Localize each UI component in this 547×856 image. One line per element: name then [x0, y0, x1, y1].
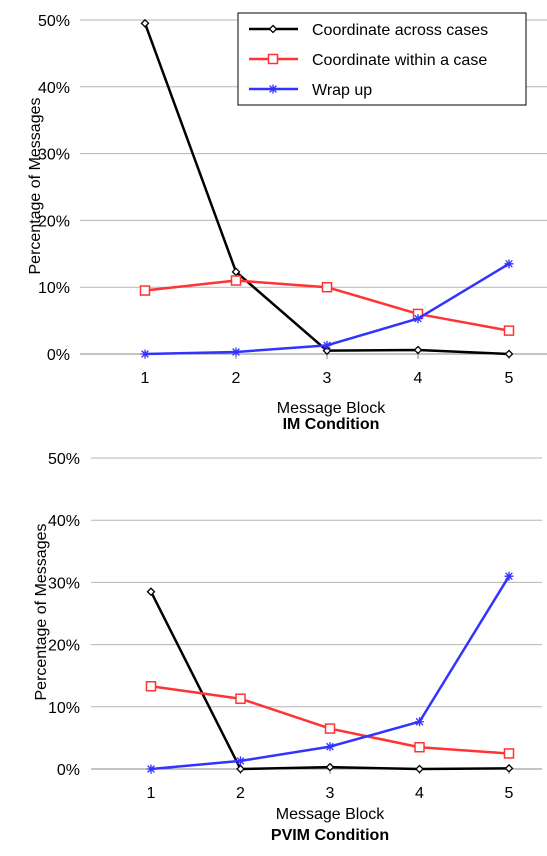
- y-tick-label: 30%: [38, 147, 70, 164]
- data-point: [235, 693, 246, 704]
- data-point: [236, 756, 245, 766]
- y-tick-label: 10%: [38, 280, 70, 297]
- series-wrap-up: [146, 571, 514, 774]
- y-tick-label: 0%: [47, 347, 70, 364]
- chart-im-condition: Percentage of Messages Message Block IM …: [27, 12, 547, 433]
- y-tick-label: 30%: [48, 575, 80, 592]
- data-point: [415, 717, 424, 727]
- data-point: [321, 281, 333, 293]
- y-tick-label: 50%: [38, 13, 70, 30]
- x-tick-label: 3: [323, 370, 332, 387]
- series-coordinate-across-cases: [140, 18, 514, 359]
- x-tick-label: 4: [414, 370, 423, 387]
- series-coordinate-within-a-case: [145, 681, 515, 759]
- data-point: [413, 314, 423, 324]
- data-point: [140, 349, 150, 359]
- legend-label: Wrap up: [312, 82, 372, 99]
- y-tick-label: 50%: [48, 451, 80, 468]
- x-tick-label: 5: [505, 785, 514, 802]
- data-point: [324, 723, 336, 734]
- data-point: [230, 275, 242, 286]
- legend-item: Coordinate within a case: [249, 52, 487, 69]
- data-point: [503, 325, 515, 336]
- legend-item: Wrap up: [249, 82, 372, 99]
- data-point: [322, 340, 332, 350]
- data-point: [504, 763, 514, 773]
- data-point: [504, 571, 514, 581]
- data-point: [236, 764, 245, 774]
- legend-item: Coordinate across cases: [249, 22, 488, 39]
- data-point: [145, 681, 157, 692]
- pvim-y-axis-title: Percentage of Messages: [33, 524, 50, 701]
- x-tick-label: 3: [326, 785, 335, 802]
- data-point: [231, 347, 241, 357]
- data-point: [415, 764, 424, 774]
- y-tick-label: 40%: [48, 513, 80, 530]
- data-point: [140, 18, 150, 28]
- data-point: [414, 741, 425, 753]
- im-x-axis-title: Message Block: [277, 400, 386, 417]
- data-point: [139, 285, 151, 296]
- im-condition-label: IM Condition: [283, 416, 380, 433]
- legend-label: Coordinate across cases: [312, 22, 488, 39]
- legend: Coordinate across cases Coordinate within…: [237, 12, 527, 106]
- data-point: [413, 345, 423, 355]
- y-tick-label: 40%: [38, 80, 70, 97]
- data-point: [325, 742, 335, 752]
- pvim-condition-label: PVIM Condition: [271, 827, 389, 844]
- y-tick-label: 20%: [38, 213, 70, 230]
- im-y-axis-title: Percentage of Messages: [27, 98, 44, 275]
- chart-pvim-condition: Percentage of Messages Message Block PVI…: [33, 451, 542, 844]
- data-point: [504, 349, 514, 359]
- legend-marker: [268, 84, 278, 94]
- x-tick-label: 1: [147, 785, 156, 802]
- x-tick-label: 2: [236, 785, 245, 802]
- y-tick-label: 20%: [48, 638, 80, 655]
- data-point: [322, 346, 332, 356]
- x-tick-label: 2: [232, 370, 241, 387]
- data-point: [146, 587, 156, 597]
- x-tick-label: 1: [141, 370, 150, 387]
- series-wrap-up: [140, 259, 514, 359]
- legend-marker: [268, 24, 278, 34]
- series-line: [144, 262, 510, 356]
- x-tick-label: 4: [415, 785, 424, 802]
- data-point: [325, 762, 335, 772]
- data-point: [504, 259, 514, 269]
- y-tick-label: 0%: [57, 762, 80, 779]
- data-point: [503, 748, 515, 759]
- pvim-x-axis-title: Message Block: [276, 806, 385, 823]
- series-coordinate-within-a-case: [139, 275, 515, 336]
- data-point: [146, 764, 156, 774]
- x-tick-label: 5: [505, 370, 514, 387]
- legend-label: Coordinate within a case: [312, 52, 487, 69]
- series-coordinate-across-cases: [146, 587, 514, 774]
- y-tick-label: 10%: [48, 700, 80, 717]
- legend-marker: [267, 53, 279, 65]
- series-line: [150, 575, 511, 771]
